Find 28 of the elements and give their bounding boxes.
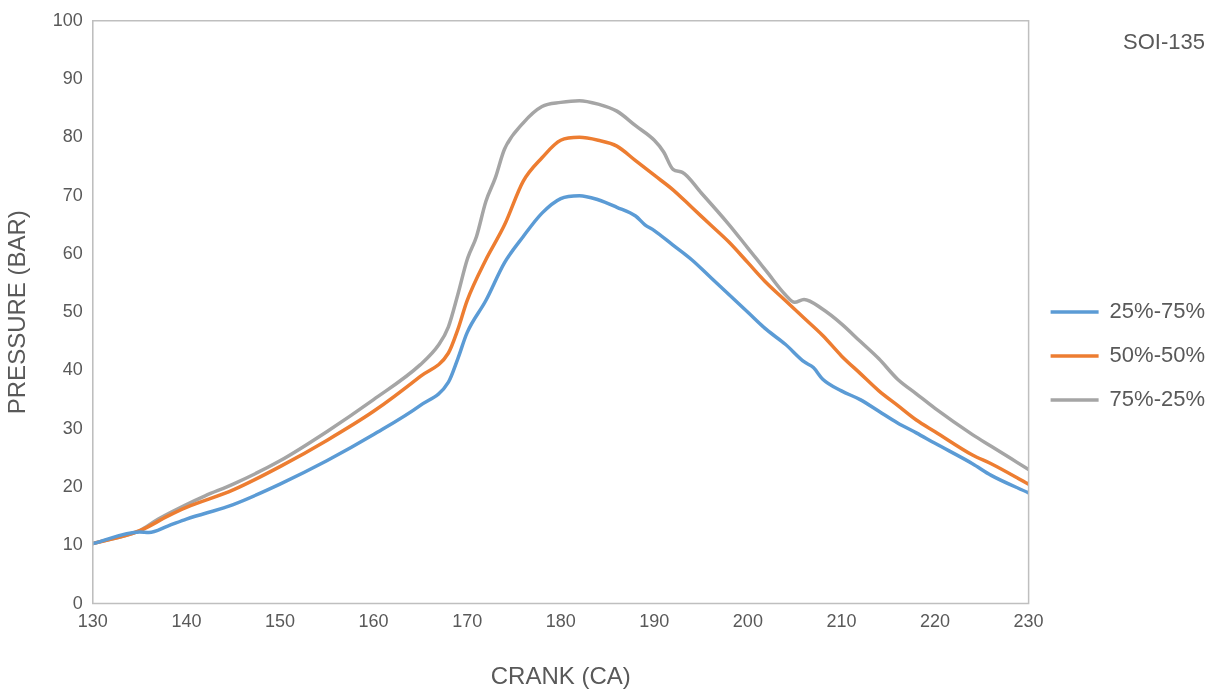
legend-label: 50%-50% (1109, 342, 1205, 368)
x-tick-label: 220 (920, 611, 951, 632)
y-tick-label: 60 (62, 242, 83, 263)
legend-label: 75%-25% (1109, 386, 1205, 412)
x-axis-title: CRANK (CA) (490, 662, 631, 690)
y-tick-label: 70 (62, 184, 83, 205)
x-tick-label: 200 (732, 611, 763, 632)
x-tick-label: 190 (639, 611, 670, 632)
x-tick-label: 130 (77, 611, 108, 632)
y-axis-title: PRESSURE (BAR) (3, 210, 31, 415)
y-tick-label: 0 (72, 592, 83, 613)
y-tick-label: 90 (62, 68, 83, 89)
x-tick-label: 150 (264, 611, 296, 632)
y-tick-label: 80 (62, 126, 83, 147)
x-tick-label: 170 (452, 611, 483, 632)
y-tick-label: 100 (52, 9, 83, 30)
y-tick-label: 50 (62, 301, 83, 322)
y-tick-label: 20 (62, 476, 83, 497)
y-tick-label: 10 (62, 534, 83, 555)
x-tick-label: 230 (1013, 611, 1044, 632)
x-tick-label: 210 (826, 611, 857, 632)
legend-label: 25%-75% (1109, 298, 1205, 324)
x-tick-label: 160 (358, 611, 389, 632)
y-tick-label: 30 (62, 417, 83, 438)
y-tick-label: 40 (62, 359, 83, 380)
x-tick-label: 180 (545, 611, 576, 632)
x-tick-label: 140 (171, 611, 202, 632)
text: SOI-135 (1123, 29, 1205, 55)
